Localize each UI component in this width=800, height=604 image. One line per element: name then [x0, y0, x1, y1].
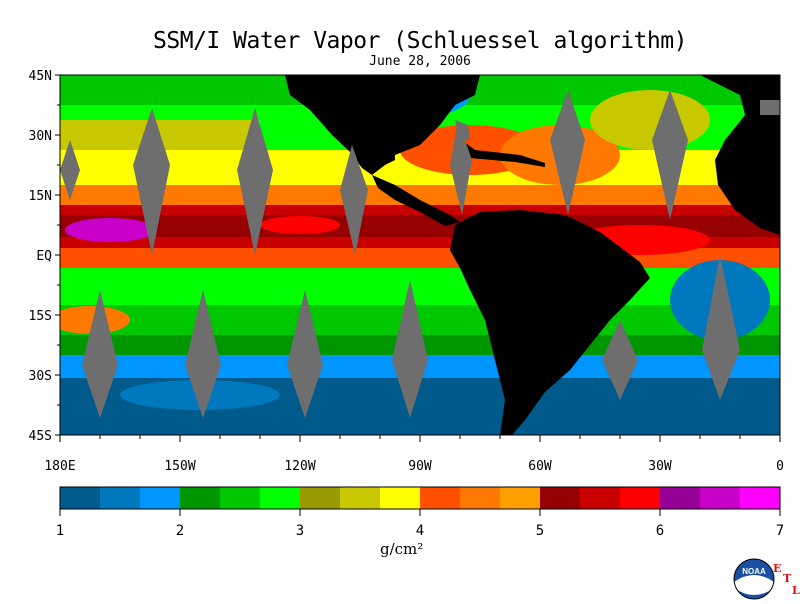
lat-label: 45S — [29, 429, 52, 444]
colorbar-unit: g/cm² — [380, 540, 424, 558]
noaa-logo-text: NOAA — [742, 567, 766, 576]
lon-label: 90W — [408, 459, 432, 474]
lon-label: 60W — [528, 459, 552, 474]
colorbar-swatch — [660, 487, 701, 509]
colorbar-tick-label: 3 — [296, 523, 304, 539]
map-title: SSM/I Water Vapor (Schluessel algorithm) — [153, 28, 687, 54]
colorbar-swatch — [580, 487, 621, 509]
colorbar-tick-label: 5 — [536, 523, 544, 539]
colorbar-swatch — [100, 487, 141, 509]
colorbar: 1 2 3 4 5 6 7 — [56, 486, 784, 539]
lon-label: 180E — [44, 459, 75, 474]
colorbar-tick-label: 6 — [656, 523, 664, 539]
colorbar-tick-label: 2 — [176, 523, 184, 539]
colorbar-tick-label: 4 — [416, 523, 424, 539]
lat-label: 15N — [29, 189, 52, 204]
south-america — [450, 210, 650, 435]
latitude-axis: 45N 30N 15N EQ 15S 30S 45S — [29, 69, 60, 444]
logo-letter: T — [783, 572, 792, 585]
noaa-logo: NOAA — [732, 558, 778, 604]
map-date: June 28, 2006 — [369, 54, 471, 69]
longitude-axis: 180E 150W 120W 90W 60W 30W 0 — [44, 435, 784, 474]
logo-letter: E — [773, 562, 782, 575]
lat-label: 30S — [29, 369, 52, 384]
colorbar-swatch — [340, 487, 381, 509]
colorbar-tick-label: 7 — [776, 523, 784, 539]
colorbar-swatch — [740, 487, 781, 509]
lon-label: 120W — [284, 459, 315, 474]
colorbar-swatch — [460, 487, 501, 509]
lat-label: EQ — [36, 249, 52, 264]
colorbar-swatch — [700, 487, 741, 509]
colorbar-swatch — [500, 487, 541, 509]
north-america — [285, 75, 480, 175]
colorbar-swatch — [260, 487, 301, 509]
lat-label: 30N — [29, 129, 52, 144]
colorbar-swatch — [60, 487, 101, 509]
lon-label: 150W — [164, 459, 195, 474]
colorbar-swatch — [180, 487, 221, 509]
swath-gaps — [60, 90, 780, 418]
lat-label: 45N — [29, 69, 52, 84]
colorbar-swatch — [140, 487, 181, 509]
lat-label: 15S — [29, 309, 52, 324]
colorbar-tick-label: 1 — [56, 523, 64, 539]
colorbar-swatch — [380, 487, 421, 509]
lon-label: 0 — [776, 459, 784, 474]
central-america — [372, 175, 460, 226]
logo-letter: L — [792, 584, 800, 597]
colorbar-swatch — [420, 487, 461, 509]
caribbean-islands — [455, 135, 545, 167]
colorbar-swatch — [620, 487, 661, 509]
lon-label: 30W — [648, 459, 672, 474]
colorbar-swatch — [300, 487, 341, 509]
colorbar-swatch — [220, 487, 261, 509]
colorbar-swatch — [540, 487, 581, 509]
